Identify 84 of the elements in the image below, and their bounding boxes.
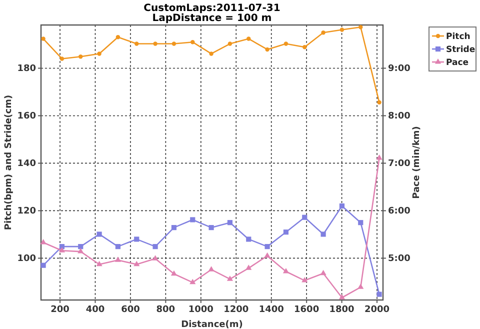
point (264, 244, 270, 250)
y-tick-label: 100 (17, 254, 36, 264)
point (340, 28, 344, 32)
y-axis-title: Pitch(bpm) and Stride(cm) (4, 94, 14, 230)
point (41, 36, 46, 41)
x-tick-label: 1800 (329, 305, 354, 315)
point (376, 292, 382, 297)
x-tick-label: 600 (121, 305, 140, 315)
point (170, 270, 177, 276)
point (115, 244, 121, 250)
y-tick-label: 120 (17, 206, 36, 217)
point (97, 52, 102, 56)
point (209, 52, 214, 56)
point (190, 217, 196, 222)
x-tick-label: 400 (86, 305, 105, 315)
y2-tick-label: 7:00 (388, 159, 410, 170)
point (284, 42, 288, 46)
point (96, 232, 102, 237)
point (78, 54, 83, 59)
y2-tick-label: 6:00 (388, 206, 410, 217)
y-tick-label: 140 (17, 159, 36, 170)
legend-label: Stride (446, 45, 476, 55)
point (358, 220, 364, 226)
point (58, 247, 65, 252)
point (358, 25, 363, 30)
point (358, 284, 364, 289)
point (227, 220, 233, 226)
x-tick-label: 2000 (364, 305, 390, 315)
legend-label: Pitch (446, 32, 470, 42)
y2-tick-label: 5:00 (388, 254, 410, 264)
point (302, 44, 307, 50)
point (78, 248, 84, 254)
point (320, 232, 326, 237)
point (40, 262, 46, 268)
point (190, 40, 195, 44)
point (226, 276, 233, 281)
point (134, 42, 139, 46)
point (60, 56, 64, 61)
point (338, 294, 346, 300)
x-tick-label: 1200 (224, 305, 249, 315)
point (172, 42, 176, 46)
point (246, 236, 252, 242)
point (302, 214, 308, 220)
point (152, 255, 158, 260)
point (153, 42, 158, 46)
x-tick-label: 200 (50, 305, 70, 315)
point (171, 225, 177, 230)
y-tick-label: 160 (17, 112, 36, 122)
point (376, 154, 382, 160)
point (114, 256, 121, 262)
chart-title: CustomLaps:2011-07-31 (144, 3, 280, 14)
point (283, 230, 289, 235)
point (265, 47, 270, 52)
chart-subtitle: LapDistance = 100 m (152, 13, 272, 24)
point (339, 203, 345, 209)
x-tick-label: 800 (156, 305, 176, 315)
point (134, 236, 140, 242)
legend-label: Pace (446, 58, 469, 68)
point (302, 277, 308, 282)
point (190, 278, 196, 284)
point (134, 260, 140, 266)
x-tick-label: 1600 (294, 305, 320, 315)
x-tick-label: 1400 (258, 305, 284, 315)
point (78, 244, 84, 250)
x-tick-label: 1000 (188, 305, 214, 315)
y2-axis-title: Pace (min/km) (412, 126, 422, 199)
point (228, 42, 232, 46)
y2-tick-label: 9:00 (388, 64, 410, 74)
x-axis-title: Distance(m) (181, 320, 243, 329)
point (320, 270, 326, 276)
point (282, 268, 290, 274)
point (40, 239, 46, 244)
point (321, 30, 326, 35)
point (116, 35, 120, 40)
y2-tick-label: 8:00 (388, 112, 410, 122)
point (152, 244, 158, 250)
point (264, 252, 270, 258)
y-tick-label: 180 (17, 64, 36, 74)
point (208, 225, 214, 230)
point (96, 260, 102, 266)
point (377, 100, 382, 105)
point (208, 266, 214, 272)
point (246, 36, 251, 41)
point (246, 264, 252, 270)
